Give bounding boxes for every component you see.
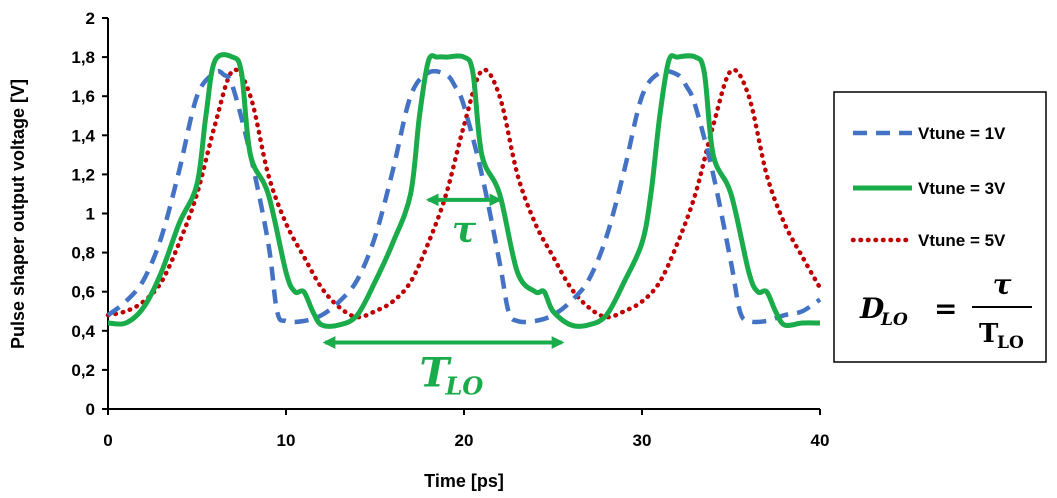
duty-cycle-formula: D LO = τ T LO [859,268,1032,353]
x-tick-label: 30 [633,431,652,450]
y-tick-label: 2 [86,9,95,28]
formula-numerator: τ [993,268,1012,301]
y-tick-label: 0,2 [71,361,95,380]
annotation-label-0: τ [452,209,477,251]
x-axis-title: Time [ps] [424,471,504,491]
y-tick-label: 0 [86,400,95,419]
formula-denominator-sub: LO [997,333,1024,353]
legend-label-0: Vtune = 1V [918,124,1006,143]
x-tick-label: 0 [103,431,112,450]
y-tick-label: 1,4 [71,126,95,145]
formula-lhs: D [859,292,885,325]
legend-label-1: Vtune = 3V [918,179,1006,198]
y-tick-label: 1,6 [71,87,95,106]
formula-denominator: T [979,319,999,349]
series-layer [105,52,823,329]
series-line-1 [107,52,821,329]
y-tick-label: 0,6 [71,283,95,302]
y-tick-label: 0,4 [71,322,95,341]
y-tick-label: 0,8 [71,244,95,263]
y-tick-label: 1,8 [71,48,95,67]
y-ticks: 0 0,2 0,4 0,6 0,8 1 1,2 1,4 1,6 1,8 2 [71,9,108,419]
annotation-sublabel-1: LO [445,372,484,401]
formula-equals: = [934,292,957,325]
y-axis-title: Pulse shaper output voltage [V] [8,79,28,349]
annotation-label-1: T [420,350,453,397]
y-tick-label: 1 [86,205,95,224]
series-line-0 [106,68,822,325]
x-tick-label: 20 [455,431,474,450]
annotation-layer: τ TLO [322,193,565,401]
legend-label-2: Vtune = 5V [918,231,1006,250]
formula-lhs-sub: LO [880,310,908,330]
series-line-2 [105,67,823,320]
x-ticks: 0 10 20 30 40 [103,409,829,450]
y-tick-label: 1,2 [71,165,95,184]
legend-frame [833,91,1047,363]
x-tick-label: 40 [811,431,830,450]
legend: Vtune = 1V Vtune = 3V Vtune = 5V D LO = … [833,91,1047,363]
x-tick-label: 10 [277,431,296,450]
